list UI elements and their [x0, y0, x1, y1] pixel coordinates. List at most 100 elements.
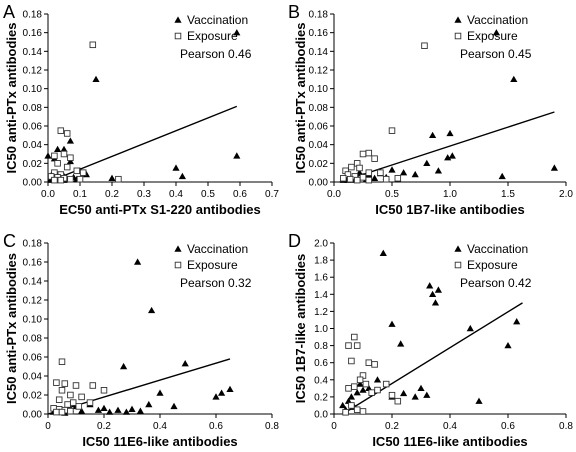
x-tick-label: 0.5: [201, 189, 215, 200]
vaccination-point: [339, 401, 347, 409]
series-exposure: [340, 42, 428, 184]
exposure-point: [351, 333, 358, 341]
exposure-point: [348, 357, 355, 365]
legend-exposure-label: Exposure: [187, 29, 238, 43]
vaccination-point: [510, 75, 518, 83]
exposure-point: [63, 130, 71, 137]
exposure-point: [60, 150, 68, 158]
legend-vaccination-label: Vaccination: [467, 242, 528, 256]
exposure-point: [342, 409, 349, 416]
x-tick-label: 0.2: [385, 421, 399, 432]
vaccination-point: [60, 145, 68, 153]
vaccination-point: [426, 282, 434, 289]
x-tick-label: 0.0: [327, 189, 341, 200]
vaccination-point: [218, 389, 226, 396]
vaccination-point: [100, 404, 108, 411]
exposure-point: [58, 358, 66, 366]
exposure-point: [346, 175, 354, 183]
panel-letter: C: [3, 231, 16, 251]
vaccination-point: [347, 393, 355, 400]
exposure-point: [72, 382, 80, 389]
exposure-point: [371, 361, 378, 368]
vaccination-point: [66, 157, 74, 165]
exposure-point: [57, 127, 65, 134]
exposure-point: [359, 174, 367, 181]
vaccination-point: [388, 320, 396, 327]
y-tick-label: 0.10: [23, 84, 43, 95]
exposure-point: [353, 176, 361, 184]
vaccination-point: [92, 75, 100, 83]
vaccination-point: [434, 286, 442, 293]
vaccination-point: [388, 166, 396, 173]
legend: Vaccination Exposure: [174, 242, 248, 272]
pearson-annotation: Pearson 0.32: [180, 276, 252, 290]
exposure-point: [353, 406, 361, 413]
exposure-point: [365, 359, 373, 366]
vaccination-point: [359, 386, 367, 393]
legend: Vaccination Exposure: [174, 13, 248, 43]
exposure-point: [371, 155, 378, 162]
pearson-annotation: Pearson 0.42: [460, 276, 532, 290]
vaccination-point: [233, 29, 241, 36]
legend: Vaccination Exposure: [454, 242, 528, 272]
legend: Vaccination Exposure: [454, 13, 528, 43]
trend-line: [339, 111, 555, 183]
exposure-point: [78, 393, 85, 401]
legend-vaccination-marker: [454, 245, 462, 252]
y-tick-label: 0.00: [309, 178, 329, 189]
legend-exposure-label: Exposure: [467, 258, 518, 272]
vaccination-point: [66, 137, 74, 144]
exposure-point: [100, 387, 108, 394]
vaccination-point: [417, 384, 425, 392]
x-tick-label: 0: [45, 421, 51, 432]
x-tick-label: 0.5: [385, 189, 399, 200]
y-tick-label: 0.0: [314, 410, 328, 421]
x-tick-label: 0.3: [137, 189, 151, 200]
exposure-point: [76, 175, 84, 183]
vaccination-point: [94, 406, 102, 413]
y-tick-label: 0.00: [23, 410, 43, 421]
vaccination-point: [429, 131, 437, 139]
y-tick-label: 1.2: [314, 307, 328, 318]
exposure-point: [89, 382, 97, 389]
y-tick-label: 1.0: [314, 324, 328, 335]
exposure-point: [359, 408, 367, 415]
x-tick-label: 0.6: [233, 189, 247, 200]
exposure-point: [388, 391, 396, 399]
x-tick-label: 0.6: [501, 421, 515, 432]
vaccination-point: [400, 389, 408, 397]
y-tick-label: 0.04: [23, 372, 43, 383]
vaccination-point: [434, 167, 442, 174]
exposure-point: [58, 408, 66, 416]
x-tick-label: 0.4: [169, 189, 183, 200]
vaccination-point: [226, 385, 234, 392]
vaccination-point: [379, 249, 387, 256]
vaccination-point: [411, 170, 419, 178]
y-tick-label: 0.12: [23, 66, 43, 77]
vaccination-point: [233, 152, 241, 159]
x-tick-label: 0.4: [153, 421, 167, 432]
exposure-point: [115, 175, 122, 183]
y-axis-label: IC50 anti-PTx antibodies: [4, 23, 19, 174]
vaccination-point: [114, 406, 122, 413]
panel-letter: A: [3, 2, 15, 22]
vaccination-point: [156, 389, 164, 396]
vaccination-point: [475, 397, 483, 404]
y-tick-label: 0.02: [23, 159, 43, 170]
vaccination-point: [353, 389, 361, 396]
panel-d: 0.0 0.2 0.4 0.6 0.8 1.0 1.2 1.4 1.6 1.8 2.0 0 0.2 0.4…: [288, 231, 573, 449]
vaccination-point: [411, 393, 419, 400]
y-tick-label: 0.14: [23, 277, 43, 288]
y-tick-label: 0.08: [23, 334, 43, 345]
legend-vaccination-marker: [174, 245, 182, 252]
exposure-point: [63, 163, 71, 171]
exposure-point: [67, 407, 74, 415]
legend-exposure-label: Exposure: [187, 258, 238, 272]
exposure-point: [61, 380, 69, 387]
vaccination-point: [498, 172, 506, 180]
legend-vaccination-marker: [174, 16, 182, 23]
x-axis-label: IC50 11E6-like antibodies: [82, 434, 237, 449]
y-tick-label: 0.6: [314, 358, 328, 369]
x-tick-label: 0.6: [209, 421, 223, 432]
